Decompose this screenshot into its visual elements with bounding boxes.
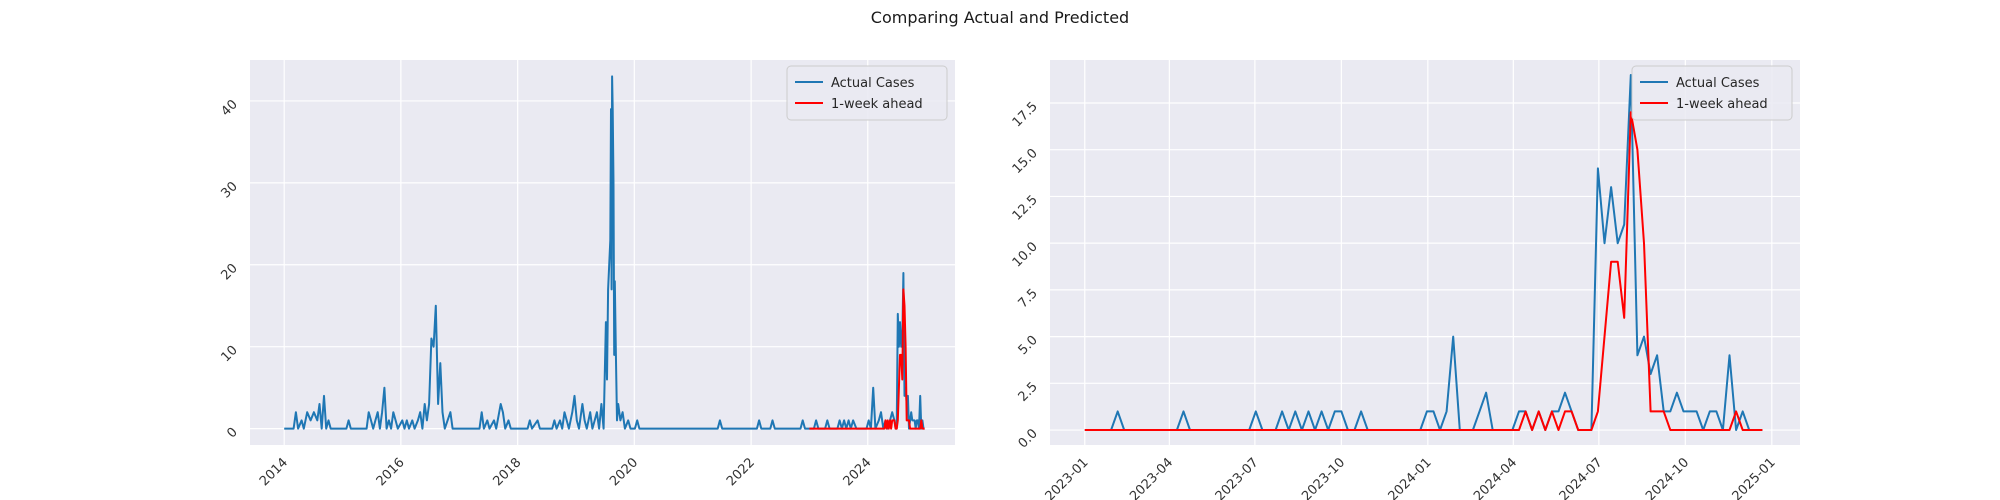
x-tick-label: 2018: [490, 455, 524, 489]
y-tick-label: 0: [224, 425, 240, 441]
y-tick-label: 10.0: [1010, 239, 1041, 270]
plot-area: [250, 60, 955, 445]
x-tick-label: 2023-10: [1299, 455, 1348, 500]
x-tick-label: 2014: [257, 455, 291, 489]
y-tick-label: 12.5: [1010, 193, 1041, 224]
x-tick-label: 2023-07: [1213, 455, 1262, 500]
series-line-1-week-ahead: [1084, 111, 1763, 431]
y-tick-label: 20: [219, 261, 241, 283]
legend-label: 1-week ahead: [1676, 97, 1768, 112]
legend-label: Actual Cases: [831, 76, 915, 91]
series-line-actual-cases: [1084, 74, 1763, 431]
x-tick-label: 2016: [374, 455, 408, 489]
y-tick-label: 0.0: [1016, 426, 1041, 451]
x-tick-label: 2024: [841, 455, 875, 489]
figure-title: Comparing Actual and Predicted: [870, 8, 1130, 27]
chart-2: 2023-01 2023-04 2023-07 2023-10 2024-01 2024-…: [1010, 60, 1800, 500]
y-tick-label: 15.0: [1010, 146, 1041, 177]
x-tick-label: 2024-07: [1557, 455, 1606, 500]
x-tick-label: 2024-01: [1386, 455, 1435, 500]
legend-label: Actual Cases: [1676, 76, 1760, 91]
chart-1: 2014 2016 2018 2020 2022 2024 0 10 20 30 40 Actual …: [219, 60, 955, 489]
x-tick-label: 2024-04: [1471, 455, 1520, 500]
legend-label: 1-week ahead: [831, 97, 923, 112]
y-tick-label: 30: [219, 179, 241, 201]
y-tick-label: 5.0: [1016, 333, 1041, 358]
series-line-1-week-ahead: [809, 288, 925, 430]
y-tick-label: 7.5: [1016, 286, 1041, 311]
y-tick-label: 2.5: [1016, 380, 1041, 405]
x-tick-label: 2023-01: [1043, 455, 1092, 500]
y-tick-label: 40: [219, 97, 241, 119]
legend-box: [1631, 65, 1793, 121]
y-tick-label: 10: [219, 343, 241, 365]
x-tick-label: 2020: [607, 455, 641, 489]
x-tick-label: 2025-01: [1730, 455, 1779, 500]
legend: Actual Cases 1-week ahead: [786, 65, 948, 121]
legend-box: [786, 65, 948, 121]
legend: Actual Cases 1-week ahead: [1631, 65, 1793, 121]
x-tick-label: 2023-04: [1127, 455, 1176, 500]
y-tick-label: 17.5: [1010, 99, 1041, 130]
x-tick-label: 2022: [724, 455, 758, 489]
plot-area: [1050, 60, 1800, 445]
x-tick-label: 2024-10: [1643, 455, 1692, 500]
